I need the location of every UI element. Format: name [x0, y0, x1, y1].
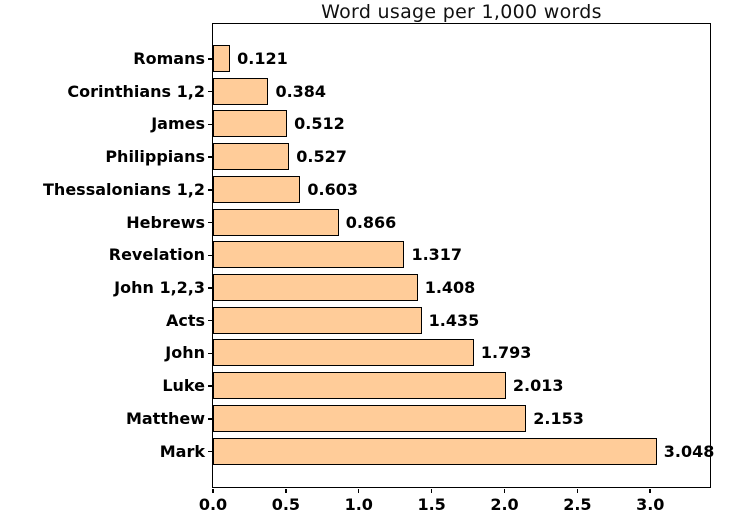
category-label: Hebrews [126, 212, 205, 232]
x-tick-mark [649, 488, 651, 493]
y-tick-mark [207, 189, 212, 191]
bar [212, 143, 290, 171]
bar-row: 0.866 [212, 208, 397, 236]
category-label: Philippians [105, 147, 205, 167]
bar-row: 3.048 [212, 437, 715, 465]
y-tick-mark [207, 254, 212, 257]
x-tick-label: 3.0 [636, 495, 665, 514]
category-label: Romans [133, 48, 205, 68]
category-label: John [165, 343, 205, 363]
x-tick-mark [430, 488, 433, 493]
y-tick-mark [207, 221, 212, 224]
bar [212, 437, 657, 465]
x-tick-label: 0.5 [271, 495, 301, 514]
bar [212, 306, 422, 334]
bar [212, 372, 506, 400]
x-tick-label: 1.5 [417, 495, 446, 514]
bar [212, 274, 418, 301]
bar-row: 0.512 [212, 110, 345, 138]
y-tick-mark [207, 319, 212, 322]
value-label: 0.512 [294, 114, 345, 134]
x-tick-mark [576, 488, 579, 493]
value-label: 1.408 [424, 278, 476, 297]
category-label: Acts [165, 310, 205, 330]
bar [212, 208, 339, 236]
x-tick-mark [503, 488, 506, 493]
bar-row: 1.408 [212, 274, 476, 301]
x-tick-mark [212, 488, 214, 493]
category-label: Luke [162, 376, 205, 396]
value-label: 0.527 [296, 147, 347, 167]
bar-row: 0.603 [212, 175, 358, 203]
x-tick-mark [285, 488, 287, 493]
x-tick-label: 2.0 [490, 495, 519, 514]
plot-area: 0.121 0.384 0.512 0.527 0.603 0.866 1.317 1.408… [211, 22, 714, 488]
category-label: John 1,2,3 [114, 278, 205, 297]
y-tick-mark [207, 123, 212, 126]
value-label: 2.013 [512, 376, 564, 396]
bar-row: 2.153 [212, 404, 584, 432]
y-tick-mark [207, 418, 212, 420]
bar [212, 44, 231, 72]
bar-row: 1.435 [212, 306, 480, 334]
category-label: Revelation [108, 245, 205, 265]
value-label: 0.866 [345, 212, 397, 232]
bar-row: 0.527 [212, 143, 347, 171]
bar-row: 2.013 [212, 372, 564, 400]
value-label: 1.435 [428, 310, 480, 330]
value-label: 0.603 [307, 179, 358, 199]
x-tick-label: 0.0 [198, 495, 228, 514]
y-tick-mark [207, 156, 212, 158]
category-label: James [151, 114, 205, 134]
category-label: Corinthians 1,2 [67, 81, 205, 101]
value-label: 3.048 [663, 441, 715, 461]
value-label: 0.384 [275, 81, 327, 101]
bar [212, 77, 269, 105]
bar [212, 339, 474, 367]
bar-row: 0.384 [212, 77, 327, 105]
y-tick-mark [207, 352, 212, 355]
x-tick-label: 1.0 [344, 495, 373, 514]
y-tick-mark [207, 287, 212, 289]
category-label: Matthew [125, 408, 205, 428]
bar [212, 110, 288, 138]
x-tick-mark [357, 488, 360, 493]
y-tick-mark [207, 450, 212, 453]
y-tick-mark [207, 385, 212, 387]
value-label: 1.793 [480, 343, 532, 363]
category-label: Thessalonians 1,2 [43, 179, 205, 199]
category-label: Mark [159, 441, 205, 461]
bar-row: 0.121 [212, 44, 288, 72]
value-label: 0.121 [237, 48, 288, 68]
bar-row: 1.793 [212, 339, 532, 367]
value-label: 2.153 [533, 408, 584, 428]
value-label: 1.317 [411, 245, 463, 265]
bar-row: 1.317 [212, 241, 463, 269]
bar [212, 241, 405, 269]
bar [212, 404, 527, 432]
y-tick-mark [207, 90, 212, 93]
y-tick-mark [207, 58, 212, 60]
x-tick-label: 2.5 [563, 495, 592, 514]
bar [212, 175, 301, 203]
chart-title: Word usage per 1,000 words [321, 1, 602, 23]
